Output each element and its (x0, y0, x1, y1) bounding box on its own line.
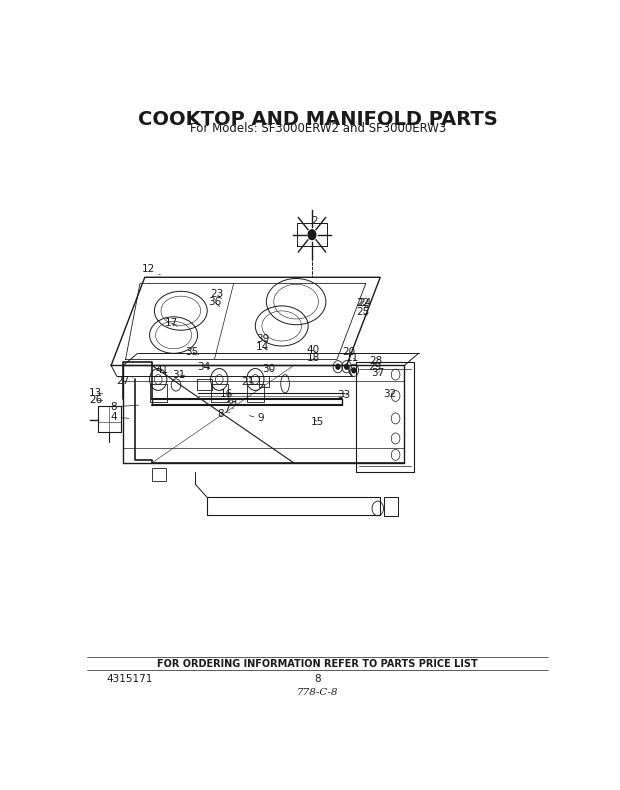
Circle shape (336, 364, 340, 369)
Text: 18: 18 (306, 352, 319, 363)
Text: 2: 2 (311, 216, 317, 231)
Bar (384, 498, 399, 516)
Circle shape (345, 364, 348, 369)
Text: 28: 28 (370, 356, 383, 366)
Text: 778-C-8: 778-C-8 (297, 687, 339, 697)
Text: 20: 20 (342, 347, 355, 356)
Text: 34: 34 (197, 362, 210, 372)
Text: 7: 7 (223, 405, 234, 415)
Text: FOR ORDERING INFORMATION REFER TO PARTS PRICE LIST: FOR ORDERING INFORMATION REFER TO PARTS … (157, 659, 478, 668)
Text: 15: 15 (311, 417, 324, 427)
Text: 30: 30 (262, 363, 275, 374)
Text: 22: 22 (356, 299, 369, 308)
Text: 16: 16 (220, 389, 233, 399)
Bar (197, 379, 212, 389)
Text: 32: 32 (383, 389, 396, 399)
Bar (152, 468, 166, 481)
Text: 14: 14 (256, 342, 269, 352)
Text: For Models: SF3000ERW2 and SF3000ERW3: For Models: SF3000ERW2 and SF3000ERW3 (190, 122, 446, 134)
Text: 27: 27 (117, 376, 133, 386)
Text: 13: 13 (89, 388, 102, 398)
Text: 29: 29 (368, 362, 381, 372)
Bar (247, 384, 264, 402)
Circle shape (352, 368, 356, 373)
Text: 17: 17 (164, 318, 178, 328)
Text: 11: 11 (346, 352, 359, 363)
Text: 4: 4 (110, 412, 129, 422)
Text: 40: 40 (306, 345, 319, 356)
Text: 26: 26 (89, 395, 102, 405)
Text: 37: 37 (371, 368, 384, 378)
Text: 4315171: 4315171 (107, 674, 153, 684)
Text: 8: 8 (314, 674, 321, 684)
Text: 39: 39 (256, 334, 269, 344)
Text: 9: 9 (249, 413, 264, 423)
Text: 24: 24 (358, 299, 371, 308)
Text: 12: 12 (142, 265, 161, 275)
Text: 31: 31 (172, 370, 186, 380)
Text: 8: 8 (110, 402, 139, 412)
Bar (149, 384, 167, 402)
Circle shape (308, 230, 316, 239)
Text: 23: 23 (210, 289, 223, 299)
Text: COOKTOP AND MANIFOLD PARTS: COOKTOP AND MANIFOLD PARTS (138, 110, 498, 129)
Text: 8: 8 (218, 409, 230, 419)
Bar (259, 376, 268, 387)
Text: 38: 38 (224, 397, 237, 408)
Text: 25: 25 (356, 307, 369, 317)
Text: 33: 33 (337, 389, 351, 400)
Bar (211, 384, 228, 402)
Text: 41: 41 (155, 365, 171, 374)
Text: 21: 21 (241, 377, 255, 387)
Text: 35: 35 (185, 347, 199, 356)
Text: 36: 36 (208, 296, 221, 307)
